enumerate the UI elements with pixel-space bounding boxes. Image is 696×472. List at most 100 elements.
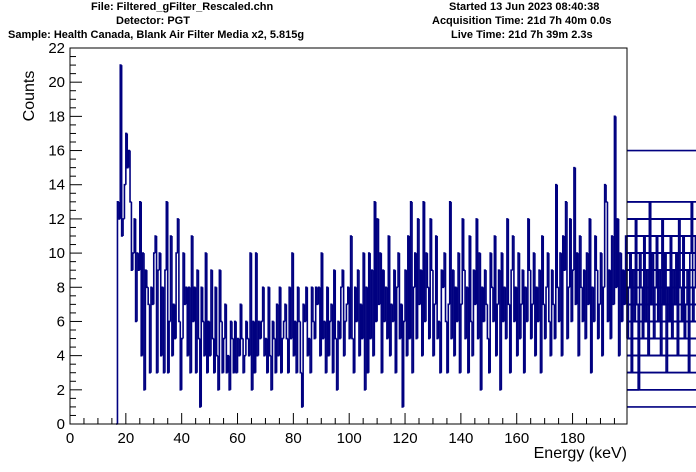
start-time: Started 13 Jun 2023 08:40:38 xyxy=(449,1,600,13)
y-tick-label: 18 xyxy=(48,108,65,125)
histogram-bin xyxy=(531,303,534,339)
histogram-bin xyxy=(123,183,126,219)
x-tick-label: 60 xyxy=(229,430,246,447)
histogram-bin xyxy=(627,286,696,289)
histogram-bin xyxy=(164,269,167,373)
histogram-bin xyxy=(447,303,450,373)
histogram-bin xyxy=(462,218,466,271)
histogram-bin xyxy=(571,269,574,322)
histogram-bin xyxy=(486,304,489,340)
histogram-bin xyxy=(281,337,284,373)
y-tick-label: 16 xyxy=(48,143,65,160)
histogram-bin xyxy=(328,320,332,356)
histogram-bin xyxy=(180,337,184,390)
histogram-bin xyxy=(298,287,301,323)
histogram-bin xyxy=(580,236,583,289)
histogram-bin xyxy=(340,286,343,339)
histogram-bin xyxy=(122,218,125,236)
histogram-bin xyxy=(627,406,696,408)
y-tick-label: 14 xyxy=(48,177,65,194)
histogram-bin xyxy=(605,184,608,203)
histogram-bin xyxy=(510,269,513,373)
x-axis-title: Energy (keV) xyxy=(534,445,627,462)
x-tick-label: 0 xyxy=(66,430,74,447)
histogram-bin xyxy=(395,286,399,373)
x-tick-label: 80 xyxy=(285,430,302,447)
histogram-bin xyxy=(496,303,499,356)
acquisition-time: Acquisition Time: 21d 7h 40m 0.0s xyxy=(432,15,612,27)
plot-frame xyxy=(69,47,628,425)
histogram-bin xyxy=(412,286,415,373)
histogram-bin xyxy=(548,253,551,323)
y-tick-label: 0 xyxy=(57,416,65,433)
histogram-bin xyxy=(231,321,234,340)
y-tick-label: 10 xyxy=(48,245,65,262)
histogram-bin xyxy=(490,253,493,289)
histogram-bin xyxy=(552,270,555,306)
histogram-bin xyxy=(197,270,200,340)
histogram-bin xyxy=(627,269,696,271)
histogram-bin xyxy=(129,150,132,203)
file-info: File: Filtered_gFilter_Rescaled.chn xyxy=(91,1,274,13)
y-tick-label: 12 xyxy=(48,211,65,228)
histogram-bin xyxy=(282,320,285,339)
histogram-bin xyxy=(485,270,488,306)
histogram-bin xyxy=(567,286,570,339)
histogram-bin xyxy=(299,321,302,374)
y-tick-label: 8 xyxy=(57,279,65,296)
histogram-bin xyxy=(627,218,696,220)
histogram-bin xyxy=(433,303,436,356)
histogram-bin xyxy=(345,303,348,322)
histogram-bin xyxy=(545,286,548,339)
histogram-bin xyxy=(168,320,171,373)
histogram-bin xyxy=(460,303,463,373)
x-tick-label: 20 xyxy=(117,430,134,447)
histogram-bin xyxy=(178,218,181,323)
histogram-bin xyxy=(215,287,218,357)
histogram-bin xyxy=(222,337,225,373)
tick-labels: 0 20 40 60 80 100 120 140 160 180 0 2 4 6 8 10 12 14 16 18 2… xyxy=(48,40,585,447)
y-tick-label: 2 xyxy=(57,382,65,399)
y-axis-title: Counts xyxy=(21,71,38,122)
x-tick-label: 140 xyxy=(448,430,473,447)
histogram-bin xyxy=(120,65,124,237)
y-tick-label: 22 xyxy=(48,40,65,57)
histogram-bin xyxy=(627,252,696,254)
x-tick-label: 120 xyxy=(393,430,418,447)
spectrum-series xyxy=(116,64,696,425)
histogram-bin xyxy=(268,287,272,357)
histogram-bin xyxy=(201,287,205,323)
sample-info: Sample: Health Canada, Blank Air Filter … xyxy=(8,29,305,41)
histogram-bin xyxy=(627,354,696,357)
histogram-bin xyxy=(116,201,119,424)
histogram-bin xyxy=(627,320,696,323)
histogram-bin xyxy=(430,218,433,271)
live-time: Live Time: 21d 7h 39m 2.3s xyxy=(451,29,593,41)
detector-info: Detector: PGT xyxy=(116,15,190,27)
histogram-bin xyxy=(627,149,696,152)
histogram-bin xyxy=(528,218,531,271)
histogram-bin xyxy=(507,218,510,306)
histogram-bin xyxy=(211,270,214,340)
histogram-bin xyxy=(132,252,135,271)
histogram-bin xyxy=(147,287,150,306)
y-tick-label: 20 xyxy=(48,74,65,91)
histogram-bin xyxy=(145,270,149,289)
histogram-bin xyxy=(627,389,696,391)
histogram-bin xyxy=(627,337,696,340)
histogram-bin xyxy=(312,287,315,323)
histogram-bin xyxy=(627,201,696,203)
histogram-bin xyxy=(246,321,249,340)
y-tick-label: 4 xyxy=(57,348,65,365)
histogram-bin xyxy=(144,269,147,390)
histogram-bin xyxy=(542,236,545,306)
histogram-bin xyxy=(260,320,263,339)
histogram-bin xyxy=(444,253,447,323)
histogram-bin xyxy=(351,236,354,340)
histogram-bin xyxy=(627,235,696,237)
histogram-bin xyxy=(273,321,276,340)
histogram-bin xyxy=(520,303,523,339)
histogram-bin xyxy=(344,320,347,356)
x-tick-label: 40 xyxy=(173,430,190,447)
